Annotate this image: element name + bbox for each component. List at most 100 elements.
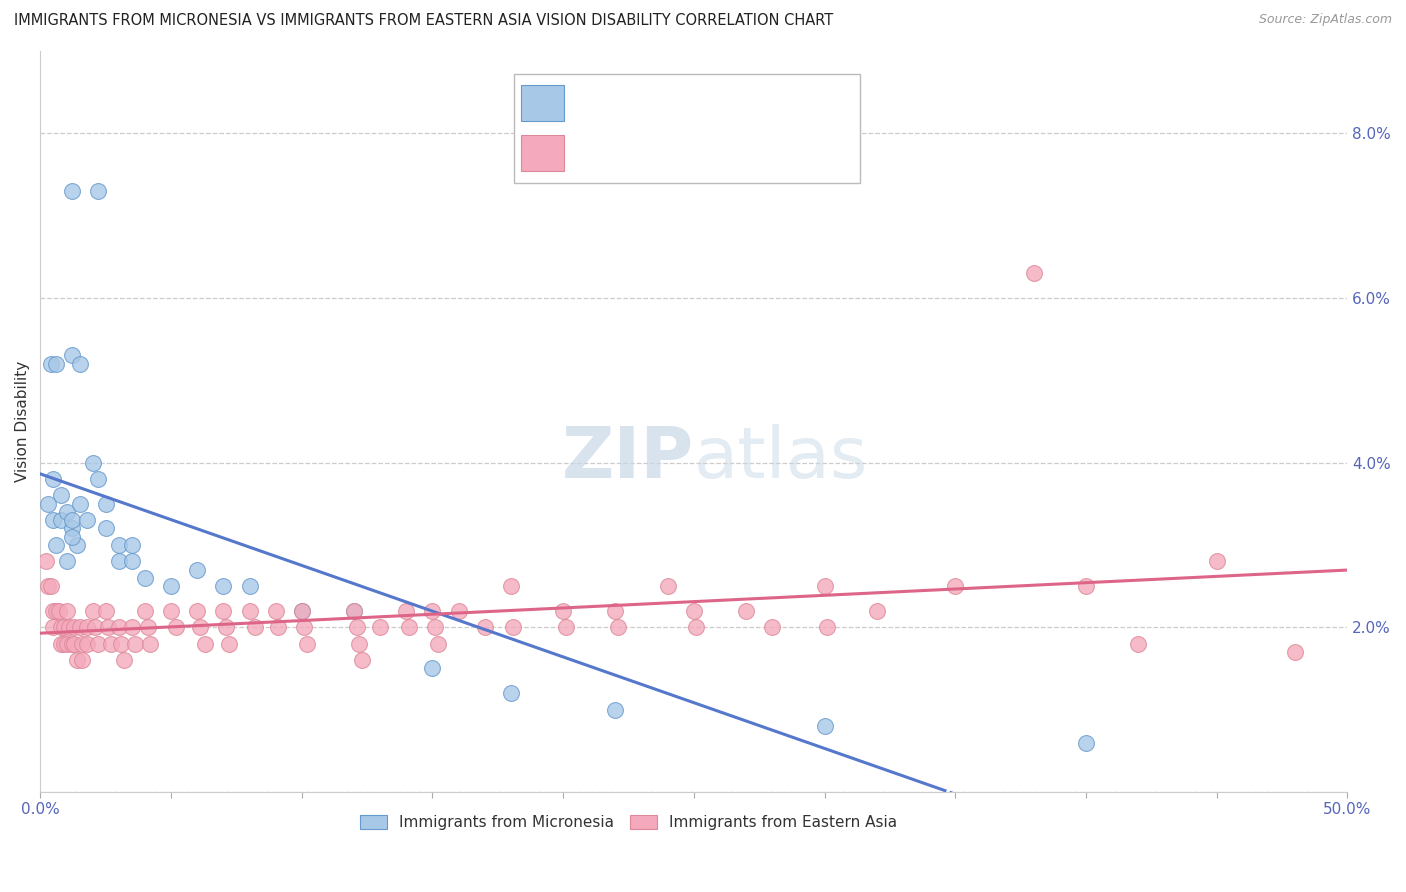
Point: [423, 620, 446, 634]
Point: [37, 497, 59, 511]
Point: [82, 604, 104, 618]
Point: [94, 604, 117, 618]
Point: [139, 637, 162, 651]
Point: [45, 357, 67, 371]
Point: [349, 637, 371, 651]
Point: [1022, 266, 1045, 280]
Point: [108, 620, 131, 634]
Point: [815, 620, 838, 634]
Point: [554, 620, 576, 634]
Point: [87, 472, 110, 486]
Point: [160, 604, 183, 618]
Point: [55, 637, 77, 651]
Point: [398, 620, 420, 634]
Point: [51, 513, 73, 527]
Point: [943, 579, 966, 593]
Point: [502, 620, 524, 634]
Point: [165, 620, 187, 634]
Y-axis label: Vision Disability: Vision Disability: [15, 360, 30, 482]
Point: [63, 637, 86, 651]
Point: [264, 604, 287, 618]
Point: [685, 620, 707, 634]
Point: [267, 620, 290, 634]
Point: [813, 719, 835, 733]
Point: [160, 579, 183, 593]
Point: [97, 620, 120, 634]
Point: [100, 637, 122, 651]
Point: [48, 604, 70, 618]
Point: [605, 604, 627, 618]
Text: IMMIGRANTS FROM MICRONESIA VS IMMIGRANTS FROM EASTERN ASIA VISION DISABILITY COR: IMMIGRANTS FROM MICRONESIA VS IMMIGRANTS…: [14, 13, 834, 29]
Point: [499, 686, 522, 700]
Point: [553, 604, 575, 618]
Point: [682, 604, 704, 618]
Point: [813, 579, 835, 593]
Point: [291, 604, 314, 618]
Point: [70, 653, 93, 667]
Point: [66, 653, 89, 667]
Point: [55, 604, 77, 618]
Point: [112, 653, 135, 667]
Point: [60, 513, 83, 527]
Point: [238, 604, 260, 618]
Point: [447, 604, 470, 618]
Point: [186, 604, 208, 618]
Point: [343, 604, 366, 618]
Point: [70, 637, 93, 651]
Point: [55, 554, 77, 568]
Point: [212, 604, 235, 618]
Point: [87, 184, 110, 198]
Point: [1205, 554, 1227, 568]
Point: [52, 637, 75, 651]
Point: [63, 620, 86, 634]
Point: [76, 637, 98, 651]
Point: [94, 497, 117, 511]
Point: [134, 571, 156, 585]
Point: [39, 579, 62, 593]
Point: [108, 554, 131, 568]
Point: [121, 554, 143, 568]
Point: [295, 637, 318, 651]
Point: [39, 357, 62, 371]
Point: [395, 604, 418, 618]
Point: [42, 513, 65, 527]
Point: [761, 620, 783, 634]
Point: [243, 620, 266, 634]
Point: [605, 703, 627, 717]
Point: [499, 579, 522, 593]
Point: [212, 579, 235, 593]
Point: [34, 554, 56, 568]
Point: [42, 472, 65, 486]
Point: [215, 620, 238, 634]
Point: [218, 637, 240, 651]
Point: [134, 604, 156, 618]
Point: [343, 604, 366, 618]
Text: atlas: atlas: [693, 424, 869, 493]
Text: Source: ZipAtlas.com: Source: ZipAtlas.com: [1258, 13, 1392, 27]
Point: [1074, 579, 1097, 593]
Legend: Immigrants from Micronesia, Immigrants from Eastern Asia: Immigrants from Micronesia, Immigrants f…: [353, 808, 904, 836]
Point: [42, 620, 65, 634]
Point: [194, 637, 217, 651]
Point: [474, 620, 496, 634]
Point: [291, 604, 314, 618]
Point: [186, 563, 208, 577]
Point: [76, 620, 98, 634]
Point: [188, 620, 211, 634]
Point: [84, 620, 107, 634]
Point: [60, 184, 83, 198]
Point: [108, 538, 131, 552]
Point: [58, 620, 80, 634]
Point: [238, 579, 260, 593]
Point: [60, 348, 83, 362]
Point: [422, 661, 444, 675]
Point: [69, 357, 91, 371]
Point: [110, 637, 132, 651]
Point: [607, 620, 630, 634]
Point: [657, 579, 679, 593]
Text: ZIP: ZIP: [561, 424, 693, 493]
Point: [45, 604, 67, 618]
Point: [60, 530, 83, 544]
Point: [735, 604, 758, 618]
Point: [51, 637, 73, 651]
